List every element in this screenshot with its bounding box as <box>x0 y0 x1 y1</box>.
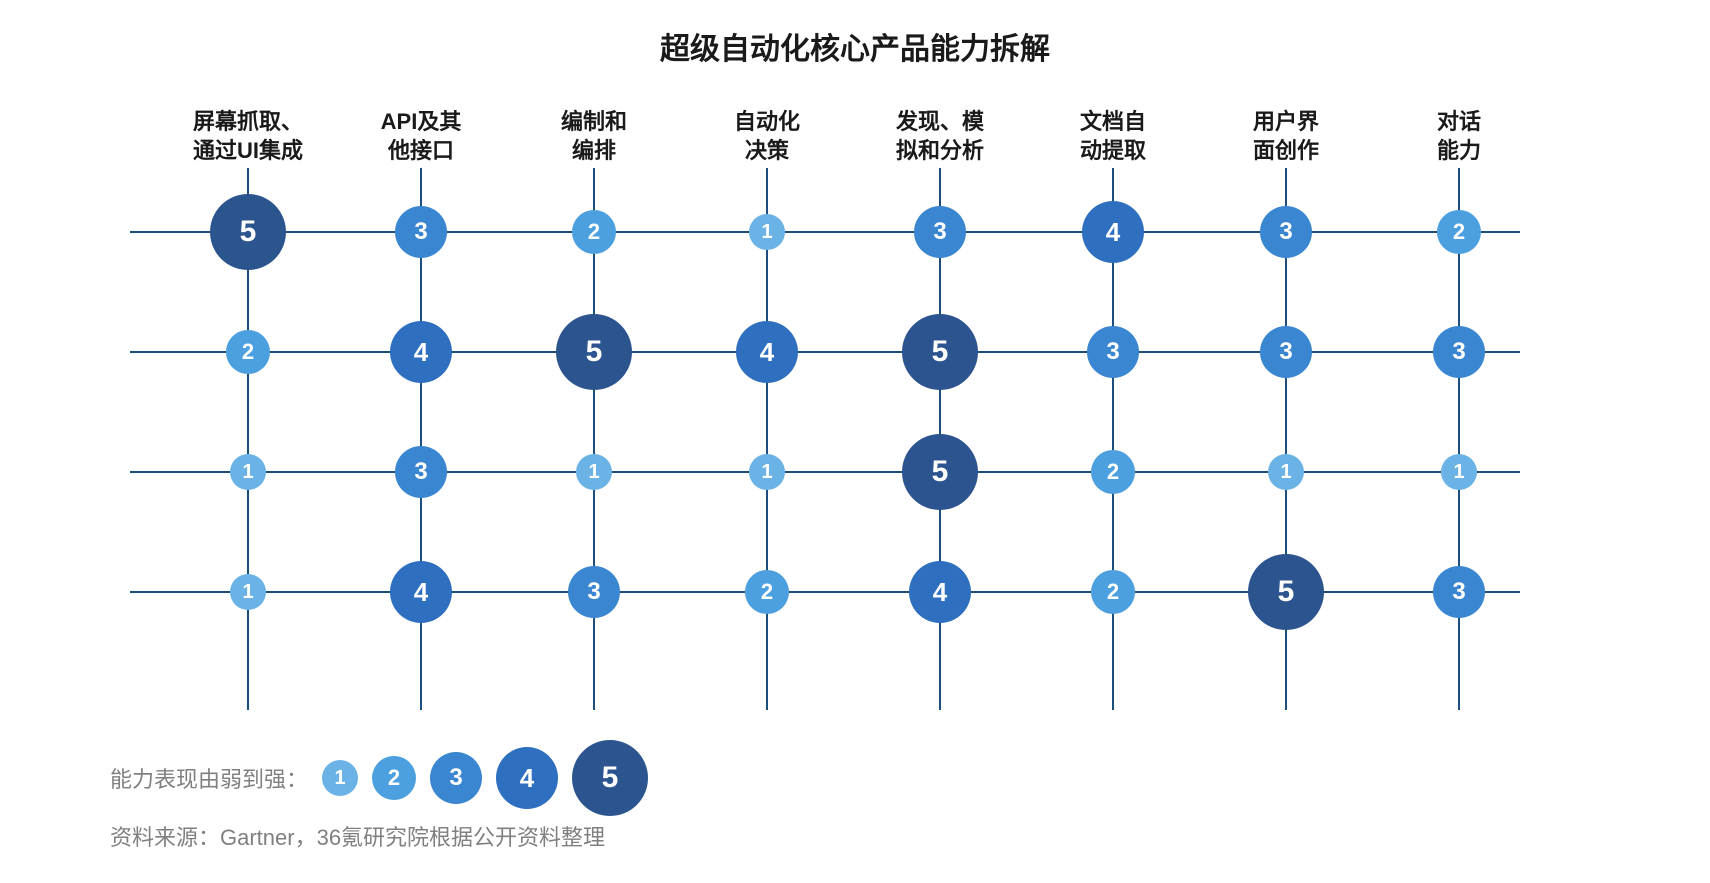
score-bubble: 4 <box>1082 201 1144 263</box>
column-header: 编制和 编排 <box>504 108 684 165</box>
score-bubble: 1 <box>1441 454 1477 490</box>
score-bubble: 1 <box>749 214 785 250</box>
legend: 能力表现由弱到强： 12345 <box>110 740 648 816</box>
legend-label: 能力表现由弱到强： <box>110 762 308 794</box>
score-bubble: 1 <box>749 454 785 490</box>
legend-bubbles: 12345 <box>322 740 648 816</box>
score-bubble: 3 <box>1433 326 1485 378</box>
score-bubble: 2 <box>1437 210 1481 254</box>
score-bubble: 2 <box>226 330 270 374</box>
score-bubble: 1 <box>1268 454 1304 490</box>
score-bubble: 1 <box>230 574 266 610</box>
column-header: 自动化 决策 <box>677 108 857 165</box>
score-bubble: 5 <box>902 434 978 510</box>
score-bubble: 3 <box>1087 326 1139 378</box>
score-bubble: 2 <box>1091 570 1135 614</box>
column-header: API及其 他接口 <box>331 108 511 165</box>
score-bubble: 5 <box>572 740 648 816</box>
score-bubble: 5 <box>902 314 978 390</box>
score-bubble: 2 <box>572 210 616 254</box>
score-bubble: 3 <box>568 566 620 618</box>
score-bubble: 5 <box>1248 554 1324 630</box>
score-bubble: 5 <box>210 194 286 270</box>
score-bubble: 3 <box>395 206 447 258</box>
source-text: 资料来源：Gartner，36氪研究院根据公开资料整理 <box>110 820 605 852</box>
score-bubble: 3 <box>1260 206 1312 258</box>
chart-title: 超级自动化核心产品能力拆解 <box>0 24 1710 68</box>
score-bubble: 4 <box>736 321 798 383</box>
column-header: 屏幕抓取、 通过UI集成 <box>158 108 338 165</box>
score-bubble: 5 <box>556 314 632 390</box>
score-bubble: 4 <box>390 321 452 383</box>
score-bubble: 2 <box>372 756 416 800</box>
score-bubble: 2 <box>745 570 789 614</box>
score-bubble: 3 <box>430 752 482 804</box>
score-bubble: 4 <box>909 561 971 623</box>
score-bubble: 2 <box>1091 450 1135 494</box>
score-bubble: 3 <box>395 446 447 498</box>
column-header: 对话 能力 <box>1369 108 1549 165</box>
score-bubble: 3 <box>1260 326 1312 378</box>
score-bubble: 4 <box>390 561 452 623</box>
score-bubble: 1 <box>576 454 612 490</box>
grid-line-horizontal <box>130 471 1520 473</box>
column-header: 文档自 动提取 <box>1023 108 1203 165</box>
column-header: 用户界 面创作 <box>1196 108 1376 165</box>
score-bubble: 1 <box>230 454 266 490</box>
score-bubble: 3 <box>1433 566 1485 618</box>
score-bubble: 4 <box>496 747 558 809</box>
column-header: 发现、模 拟和分析 <box>850 108 1030 165</box>
score-bubble: 3 <box>914 206 966 258</box>
score-bubble: 1 <box>322 760 358 796</box>
